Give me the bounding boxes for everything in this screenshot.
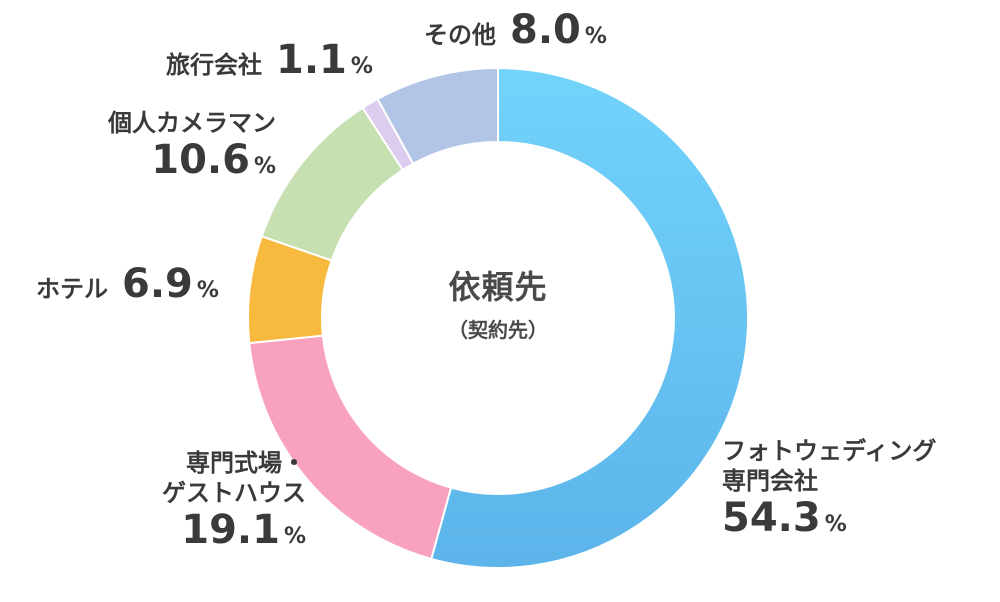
value-individual-photographer-wrap: 10.6% xyxy=(151,138,276,182)
value-other: 8.0 xyxy=(510,7,581,53)
label-individual-photographer: 個人カメラマン 10.6% xyxy=(76,108,276,182)
label-individual-photographer-name: 個人カメラマン xyxy=(108,109,276,137)
value-photo-wedding-wrap: 54.3% xyxy=(722,496,847,540)
value-photo-wedding: 54.3 xyxy=(722,495,821,541)
value-hotel: 6.9 xyxy=(122,261,193,307)
label-venue-line2: ゲストハウス xyxy=(162,479,306,507)
label-travel-agency: 旅行会社 1.1% xyxy=(166,38,373,82)
label-photo-wedding: フォトウェディング 専門会社 54.3% xyxy=(722,436,936,540)
unit-photo-wedding: % xyxy=(824,512,847,537)
unit-hotel: % xyxy=(196,278,219,303)
donut-slices xyxy=(247,66,749,569)
unit-travel-agency: % xyxy=(350,54,373,79)
label-other: その他 8.0% xyxy=(424,8,607,52)
value-other-wrap: 8.0% xyxy=(510,8,607,52)
value-hotel-wrap: 6.9% xyxy=(122,262,219,306)
label-hotel-name: ホテル xyxy=(36,275,108,303)
chart-title: 依頼先 xyxy=(448,268,548,306)
label-other-name: その他 xyxy=(424,21,496,49)
value-individual-photographer: 10.6 xyxy=(151,137,250,183)
value-travel-agency: 1.1 xyxy=(276,37,347,83)
unit-other: % xyxy=(584,24,607,49)
label-travel-agency-name: 旅行会社 xyxy=(166,51,262,79)
slice-other xyxy=(376,66,499,166)
label-venue-line1: 専門式場・ xyxy=(186,449,306,477)
unit-individual-photographer: % xyxy=(253,154,276,179)
value-venue: 19.1 xyxy=(181,507,280,553)
unit-venue: % xyxy=(283,524,306,549)
value-venue-wrap: 19.1% xyxy=(181,508,306,552)
value-travel-agency-wrap: 1.1% xyxy=(276,38,373,82)
chart-subtitle: （契約先） xyxy=(448,318,548,342)
slice-photo-wedding xyxy=(430,66,749,569)
label-photo-wedding-line2: 専門会社 xyxy=(722,467,818,495)
label-photo-wedding-line1: フォトウェディング xyxy=(722,437,937,465)
label-hotel: ホテル 6.9% xyxy=(36,262,219,306)
label-venue: 専門式場・ ゲストハウス 19.1% xyxy=(96,448,306,552)
